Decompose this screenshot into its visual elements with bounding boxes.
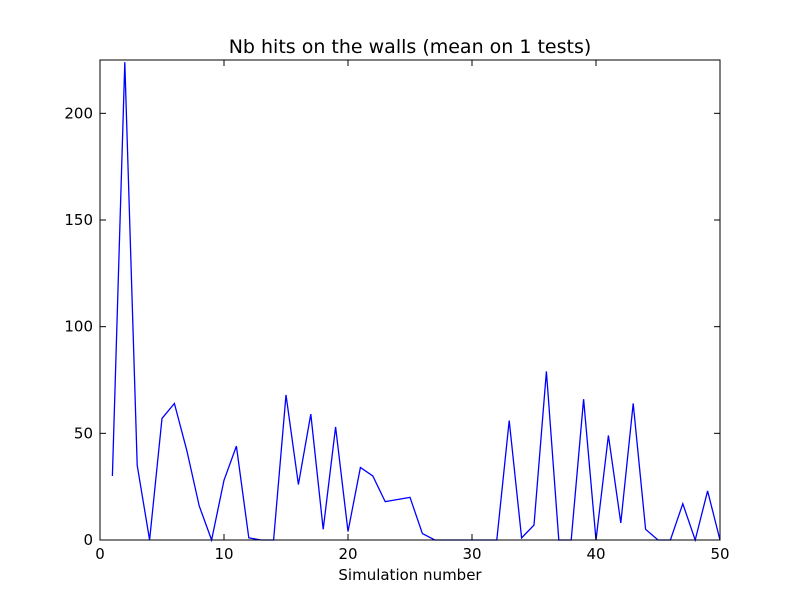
y-tick-label: 100 <box>64 318 93 336</box>
x-tick-label: 30 <box>462 545 481 563</box>
y-tick-label: 150 <box>64 211 93 229</box>
chart-title: Nb hits on the walls (mean on 1 tests) <box>229 36 592 58</box>
plot-area: 0 10 20 30 40 50 0 50 100 150 200 <box>64 59 730 563</box>
plot-frame <box>99 59 721 541</box>
x-tick-label: 20 <box>338 545 357 563</box>
x-tick-label: 10 <box>214 545 233 563</box>
series-line <box>111 62 721 543</box>
x-axis-label: Simulation number <box>338 566 482 584</box>
x-tick-label: 0 <box>95 545 105 563</box>
y-tick-label: 200 <box>64 104 93 122</box>
y-tick-label: 0 <box>83 531 93 549</box>
x-tick-label: 40 <box>586 545 605 563</box>
x-tick-label: 50 <box>710 545 729 563</box>
y-tick-label: 50 <box>74 424 93 442</box>
